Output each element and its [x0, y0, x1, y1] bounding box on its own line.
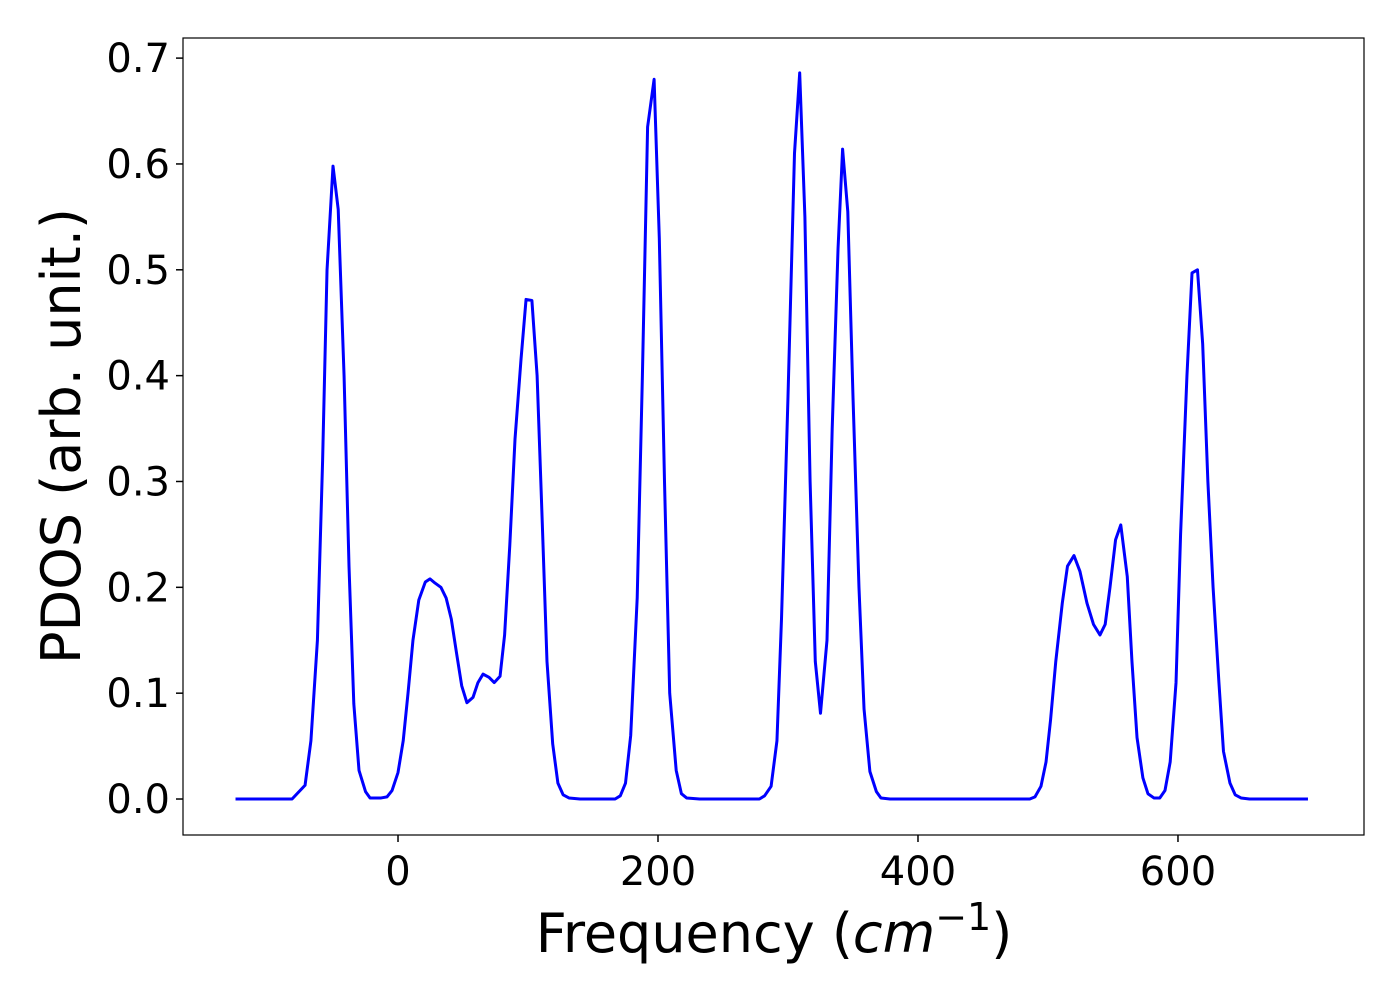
y-tick-label: 0.6 — [106, 142, 170, 188]
x-tick-label: 0 — [385, 849, 410, 895]
x-tick-label: 400 — [880, 849, 956, 895]
x-tick-label: 200 — [620, 849, 696, 895]
x-axis-label: Frequency (cm−1) — [536, 895, 1013, 965]
x-label-superscript: −1 — [935, 895, 991, 939]
x-label-math: cm — [853, 902, 935, 965]
y-tick-label: 0.2 — [106, 565, 170, 611]
data-line — [235, 71, 1308, 801]
x-label-text: Frequency ( — [536, 902, 853, 965]
y-tick-label: 0.4 — [106, 354, 170, 400]
y-tick-label: 0.0 — [106, 777, 170, 823]
y-tick-label: 0.3 — [106, 459, 170, 505]
plot-frame — [182, 37, 1365, 836]
y-tick-label: 0.1 — [106, 671, 170, 717]
x-tick-label: 600 — [1140, 849, 1216, 895]
x-label-close: ) — [991, 902, 1012, 965]
y-axis-label: PDOS (arb. unit.) — [30, 208, 93, 664]
y-tick-label: 0.5 — [106, 248, 170, 294]
y-tick-label: 0.7 — [106, 36, 170, 82]
